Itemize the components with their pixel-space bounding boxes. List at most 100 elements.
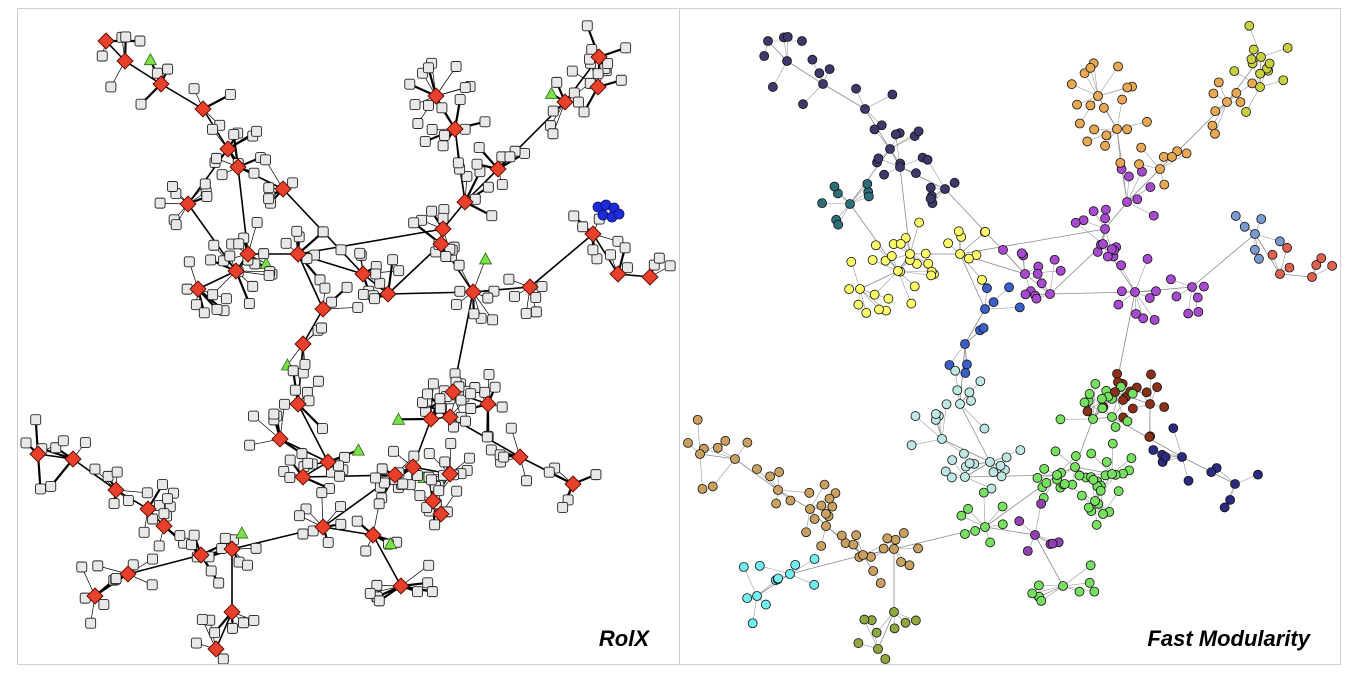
modularity-node bbox=[1107, 469, 1117, 479]
rolx-node-diamond bbox=[29, 445, 47, 463]
rolx-node-square bbox=[438, 129, 450, 141]
rolx-node-square bbox=[190, 299, 202, 311]
rolx-node-square bbox=[303, 395, 315, 407]
modularity-node bbox=[1126, 453, 1137, 464]
rolx-node-square bbox=[153, 540, 165, 552]
modularity-node bbox=[960, 368, 971, 378]
rolx-node-square bbox=[170, 219, 182, 231]
modularity-edge bbox=[984, 287, 1010, 310]
modularity-node bbox=[829, 181, 840, 192]
modularity-edge bbox=[1120, 265, 1136, 293]
rolx-node-square bbox=[459, 82, 471, 93]
modularity-node bbox=[763, 36, 773, 46]
rolx-node-square bbox=[547, 105, 559, 117]
modularity-node bbox=[742, 437, 753, 448]
modularity-node bbox=[966, 395, 976, 406]
rolx-node-square bbox=[455, 394, 467, 406]
rolx-node-square bbox=[291, 225, 303, 237]
modularity-node bbox=[1225, 494, 1236, 505]
modularity-node bbox=[1136, 142, 1147, 153]
rolx-node-square bbox=[108, 498, 120, 509]
modularity-node bbox=[882, 533, 893, 544]
modularity-node bbox=[988, 297, 999, 308]
rolx-node-square bbox=[227, 622, 239, 634]
modularity-node bbox=[1255, 68, 1265, 79]
rolx-node-square bbox=[319, 282, 331, 294]
rolx-node-square bbox=[210, 152, 222, 164]
rolx-node-diamond bbox=[422, 410, 440, 428]
rolx-node-square bbox=[154, 197, 166, 209]
modularity-node bbox=[1036, 278, 1047, 289]
rolx-node-square bbox=[146, 579, 158, 591]
modularity-node bbox=[773, 485, 783, 495]
rolx-node-diamond bbox=[294, 335, 312, 353]
rolx-node-square bbox=[439, 456, 451, 468]
modularity-edge bbox=[1092, 383, 1096, 420]
modularity-node bbox=[913, 126, 924, 137]
rolx-node-square bbox=[465, 403, 477, 414]
modularity-edge bbox=[1116, 121, 1148, 130]
modularity-node bbox=[1106, 244, 1117, 255]
modularity-node bbox=[845, 199, 855, 209]
modularity-node bbox=[949, 177, 960, 188]
rolx-node-square bbox=[317, 423, 328, 434]
modularity-node bbox=[1116, 260, 1127, 271]
rolx-node-square bbox=[426, 205, 438, 217]
modularity-node bbox=[955, 399, 965, 409]
rolx-node-square bbox=[503, 273, 515, 285]
modularity-node bbox=[1089, 586, 1100, 597]
modularity-node bbox=[1122, 124, 1133, 135]
modularity-node bbox=[853, 638, 864, 648]
modularity-node bbox=[946, 472, 957, 483]
rolx-node-square bbox=[551, 76, 563, 88]
rolx-node-square bbox=[587, 244, 599, 256]
rolx-node-square bbox=[248, 167, 260, 179]
modularity-edge bbox=[899, 166, 946, 190]
modularity-node bbox=[890, 129, 901, 140]
modularity-edge bbox=[1149, 403, 1151, 437]
modularity-node bbox=[747, 618, 758, 629]
rolx-node-square bbox=[76, 561, 88, 573]
modularity-edge bbox=[959, 228, 1106, 255]
modularity-node bbox=[1113, 486, 1124, 497]
modularity-node bbox=[790, 559, 801, 570]
modularity-node bbox=[1090, 496, 1100, 506]
modularity-edge bbox=[703, 448, 736, 460]
rolx-node-diamond bbox=[404, 458, 422, 476]
modularity-node bbox=[889, 623, 900, 634]
rolx-node-diamond bbox=[239, 245, 257, 263]
modularity-node bbox=[824, 493, 835, 504]
rolx-node-square bbox=[219, 532, 231, 544]
modularity-node bbox=[1084, 577, 1095, 588]
rolx-node-diamond bbox=[274, 180, 292, 198]
rolx-node-square bbox=[404, 78, 416, 90]
modularity-node bbox=[887, 89, 898, 100]
rolx-node-square bbox=[151, 67, 163, 79]
modularity-node bbox=[1072, 99, 1082, 110]
modularity-node bbox=[767, 82, 778, 92]
modularity-node bbox=[940, 466, 951, 477]
rolx-node-square bbox=[188, 83, 200, 95]
modularity-node bbox=[960, 472, 970, 482]
modularity-node bbox=[1181, 148, 1192, 159]
modularity-node bbox=[1231, 88, 1242, 98]
modularity-node bbox=[1015, 445, 1026, 456]
modularity-node bbox=[1084, 389, 1095, 399]
rolx-node-square bbox=[296, 448, 308, 460]
modularity-edge bbox=[911, 438, 943, 446]
modularity-node bbox=[980, 226, 991, 237]
modularity-node bbox=[1144, 432, 1155, 442]
modularity-node bbox=[1145, 399, 1155, 409]
rolx-node-square bbox=[216, 169, 228, 181]
modularity-node bbox=[836, 530, 847, 541]
modularity-node bbox=[873, 644, 883, 654]
rolx-node-square bbox=[354, 247, 366, 259]
modularity-node bbox=[752, 464, 762, 474]
rolx-node-square bbox=[483, 368, 495, 380]
rolx-node-square bbox=[335, 501, 347, 512]
modularity-node bbox=[830, 488, 841, 499]
modularity-node bbox=[1014, 516, 1025, 527]
modularity-node bbox=[895, 162, 905, 172]
rolx-node-square bbox=[209, 627, 221, 639]
modularity-edge bbox=[1104, 201, 1128, 230]
